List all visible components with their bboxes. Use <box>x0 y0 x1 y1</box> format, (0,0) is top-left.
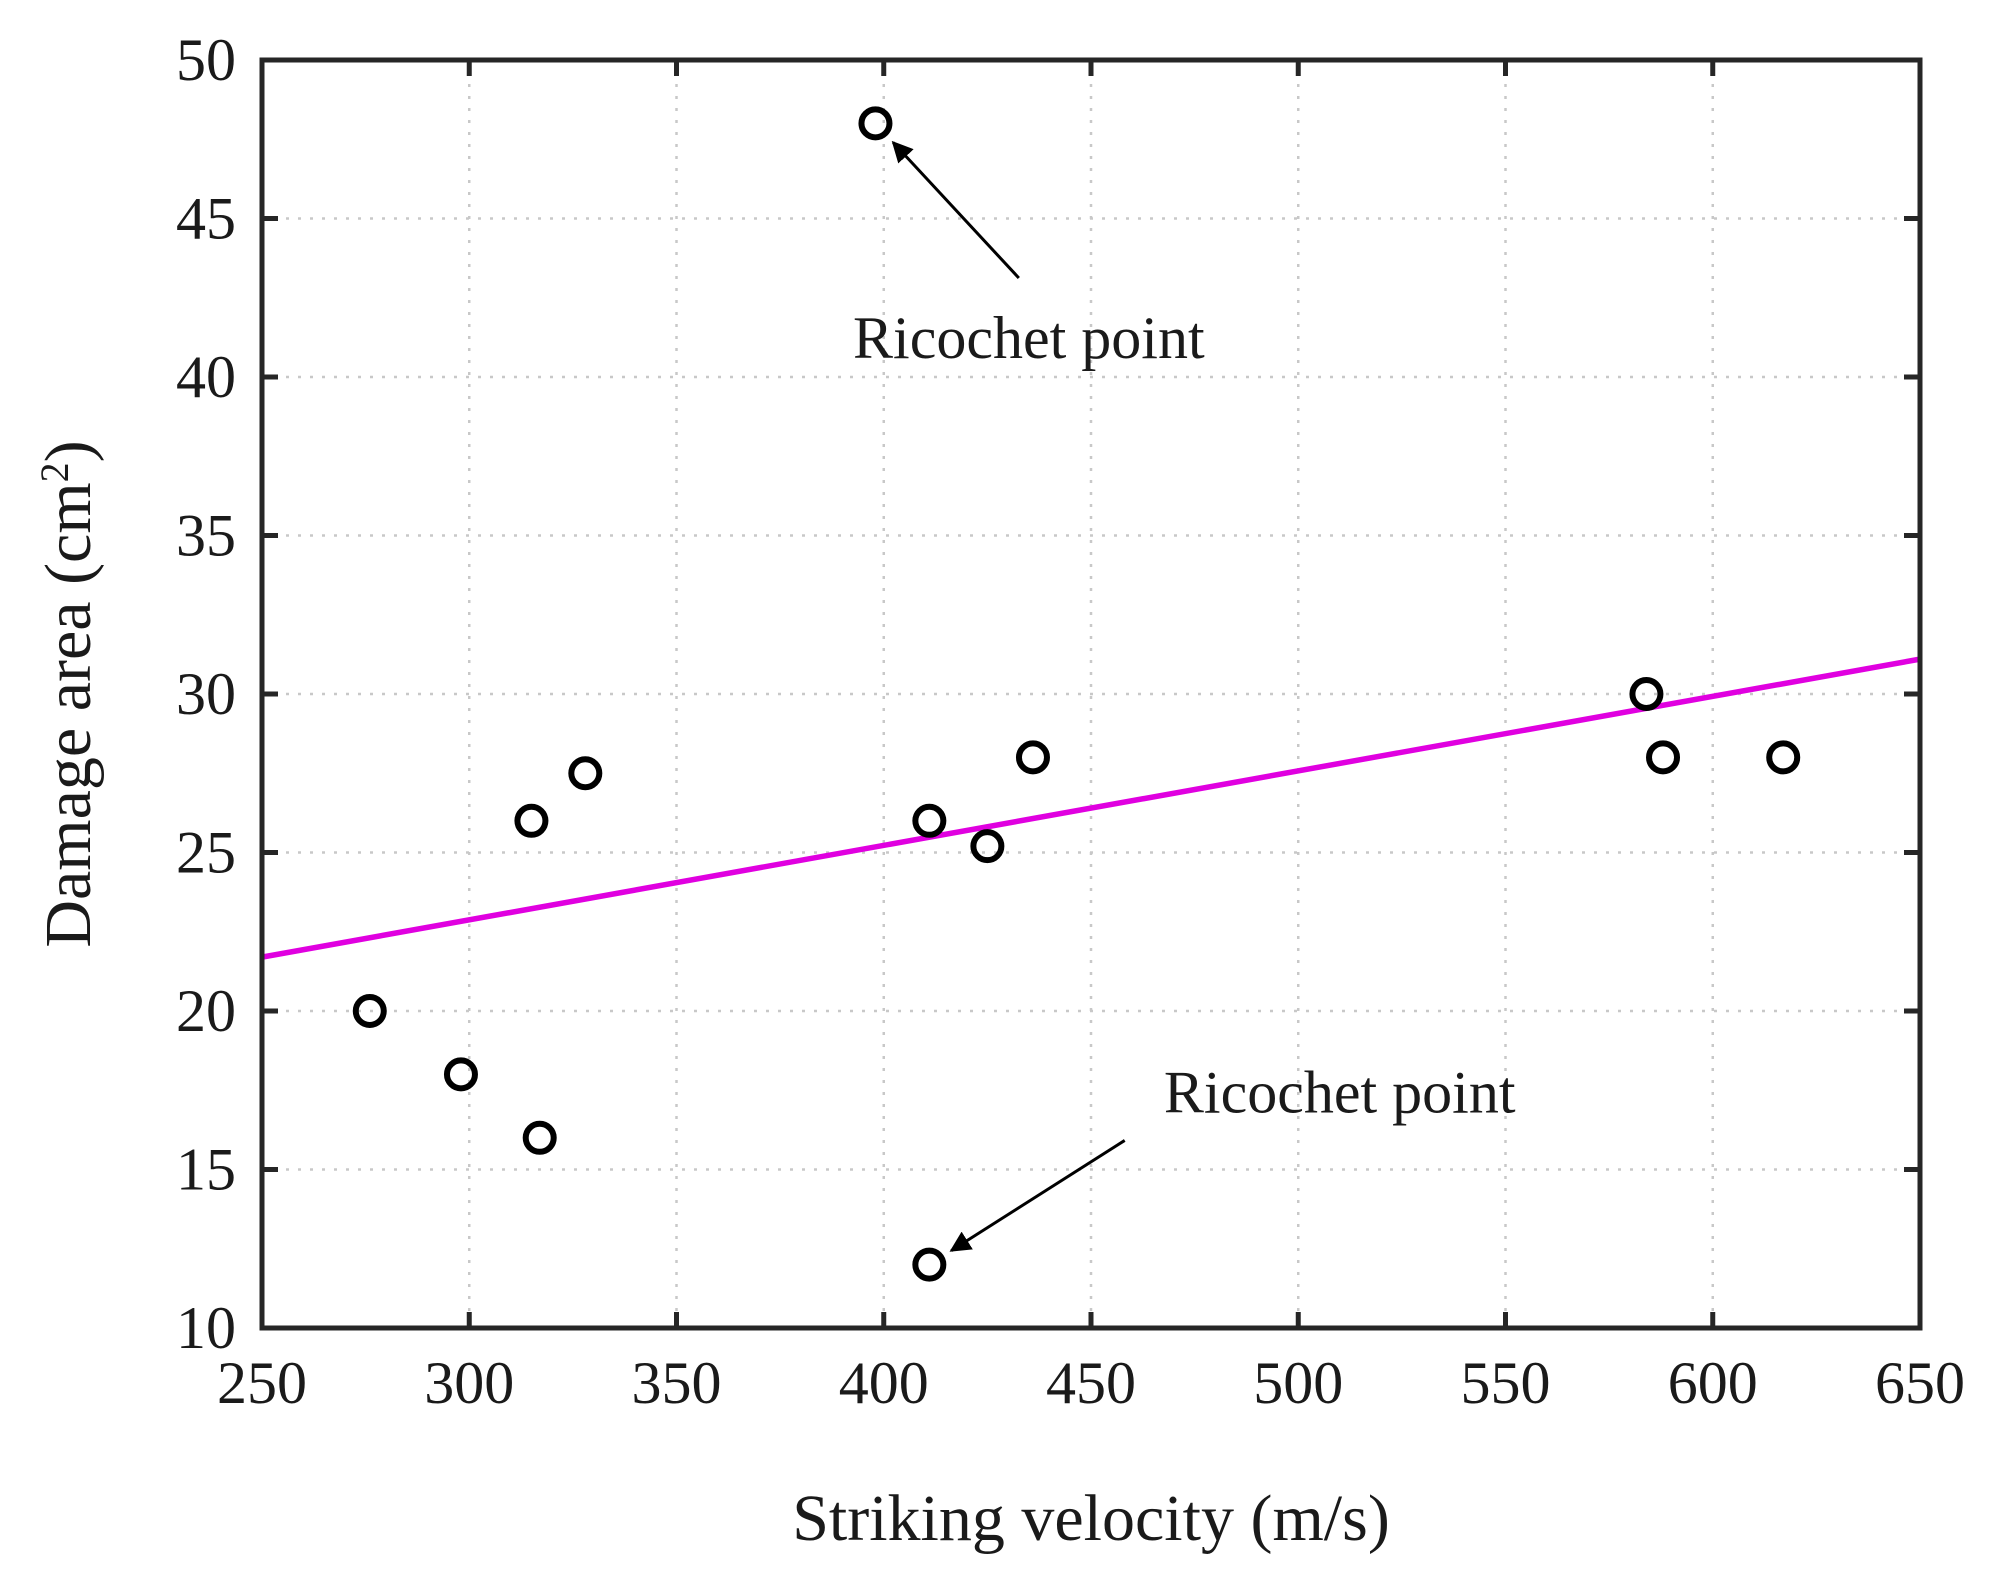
data-point <box>912 1247 947 1282</box>
data-point <box>1646 740 1681 775</box>
y-axis-title: Damage area (cm2) <box>32 440 106 947</box>
annotation-label: Ricochet point <box>853 305 1205 371</box>
x-tick-label: 300 <box>424 1350 514 1416</box>
y-tick-label: 40 <box>176 344 236 410</box>
x-tick-label: 650 <box>1875 1350 1965 1416</box>
annotations: Ricochet point Ricochet point <box>853 140 1516 1252</box>
x-axis-title: Striking velocity (m/s) <box>792 1482 1390 1555</box>
y-tick-label: 35 <box>176 503 236 569</box>
y-tick-label: 10 <box>176 1295 236 1361</box>
annotation-arrow <box>949 1139 1126 1252</box>
data-point <box>1629 677 1664 711</box>
grid <box>262 60 1920 1328</box>
x-tick-label: 400 <box>839 1350 929 1416</box>
y-axis-title-suffix: ) <box>32 440 105 462</box>
y-tick-label: 20 <box>176 978 236 1044</box>
annotation-arrow <box>891 140 1020 280</box>
data-point <box>1766 740 1801 775</box>
data-point <box>522 1120 557 1155</box>
x-tick-label: 600 <box>1668 1350 1758 1416</box>
data-point <box>1015 740 1050 775</box>
data-point <box>568 756 603 791</box>
x-tick-label: 550 <box>1461 1350 1551 1416</box>
x-tick-label: 350 <box>632 1350 722 1416</box>
axes-frame <box>259 57 1923 1331</box>
annotation-label: Ricochet point <box>1164 1059 1516 1125</box>
data-point <box>443 1057 478 1092</box>
data-points <box>352 106 1801 1282</box>
y-axis-title-superscript: 2 <box>32 462 77 482</box>
data-point <box>970 829 1005 864</box>
data-point <box>858 106 893 141</box>
y-tick-label: 50 <box>176 27 236 93</box>
y-tick-label: 45 <box>176 186 236 252</box>
x-tick-label: 500 <box>1253 1350 1343 1416</box>
y-tick-label: 25 <box>176 820 236 886</box>
x-tick-label: 450 <box>1046 1350 1136 1416</box>
y-tick-label: 30 <box>176 661 236 727</box>
data-point <box>514 803 549 838</box>
data-point <box>912 803 947 838</box>
x-tick-label: 250 <box>217 1350 307 1416</box>
y-axis-title-main: Damage area (cm <box>32 482 105 947</box>
y-tick-label: 15 <box>176 1137 236 1203</box>
tick-labels: 250 300 350 400 450 500 550 600 650 10 15 20 25 30 35 4… <box>176 27 1965 1416</box>
data-point <box>352 994 387 1028</box>
